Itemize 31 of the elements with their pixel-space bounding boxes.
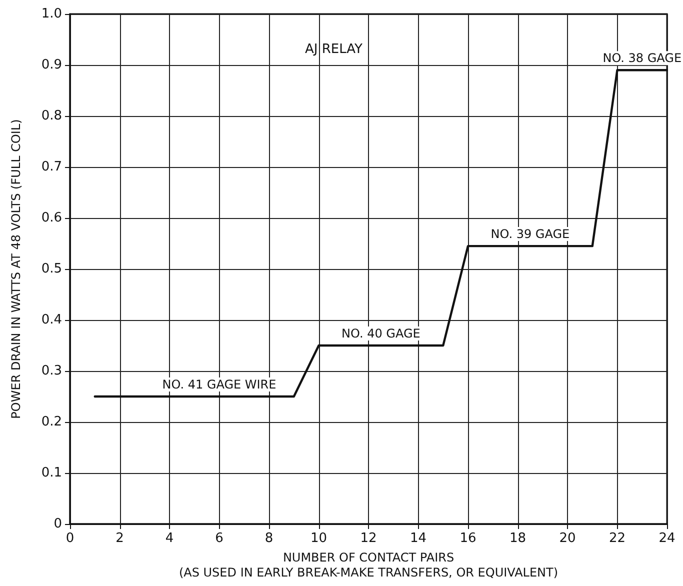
y-tick-label: 0.8	[41, 108, 62, 124]
x-tick-label: 2	[116, 531, 124, 546]
annotation: NO. 40 GAGE	[342, 326, 420, 340]
x-tick-label: 24	[658, 531, 676, 546]
y-tick-label: 0.5	[41, 262, 62, 276]
y-tick-label: 1.0	[41, 6, 62, 22]
x-tick-label: 0	[66, 531, 74, 546]
y-tick-label: 0.1	[41, 466, 62, 480]
x-tick-label: 22	[608, 531, 626, 546]
x-axis-title: NUMBER OF CONTACT PAIRS (AS USED IN EARLY BREAK-MAKE TRANSFERS, OR EQUIVALENT)	[178, 550, 558, 580]
x-tick-label: 18	[509, 531, 526, 546]
y-tick-label: 0.9	[41, 58, 62, 72]
annotation: NO. 39 GAGE	[490, 227, 570, 242]
annotation: NO. 38 GAGE	[602, 51, 682, 66]
y-tick-label: 0.2	[41, 414, 62, 430]
y-tick-label: 0.4	[41, 312, 62, 328]
x-tick-label: 16	[460, 531, 476, 546]
x-tick-label: 6	[215, 531, 224, 546]
x-tick-label: 12	[360, 531, 377, 546]
x-tick-label: 8	[264, 531, 274, 546]
y-tick-label: 0.7	[41, 160, 62, 174]
x-tick-label: 14	[410, 531, 427, 546]
y-tick-label: 0	[54, 516, 62, 532]
y-tick-label: 0.6	[41, 210, 62, 226]
x-tick-label: 20	[559, 531, 576, 546]
annotation: NO. 41 GAGE WIRE	[162, 378, 276, 392]
text: AJ RELAY	[305, 42, 363, 57]
x-tick-label: 10	[310, 531, 328, 546]
x-tick-label: 4	[165, 531, 174, 546]
y-axis-title: POWER DRAIN IN WATTS AT 48 VOLTS (FULL COIL)	[9, 119, 23, 419]
y-tick-label: 0.3	[41, 364, 62, 378]
